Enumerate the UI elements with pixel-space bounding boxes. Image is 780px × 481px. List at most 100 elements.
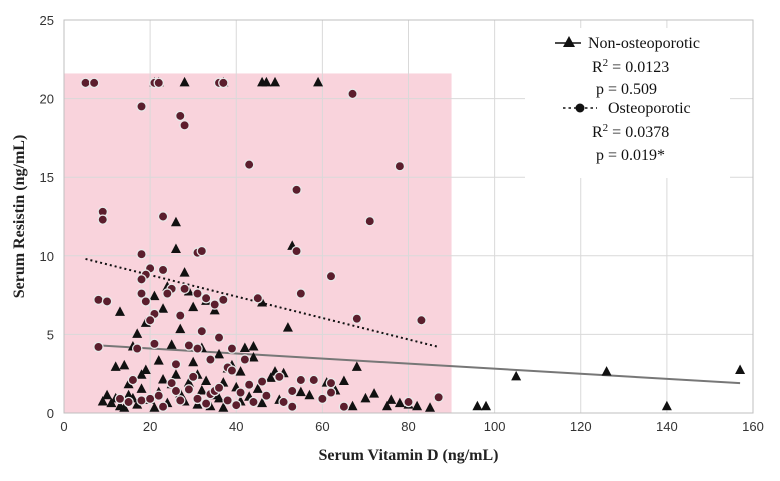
point-non-osteoporotic — [351, 361, 362, 371]
y-tick-label: 0 — [47, 406, 54, 421]
point-osteoporotic — [209, 299, 220, 310]
point-non-osteoporotic — [218, 402, 229, 412]
point-non-osteoporotic — [338, 375, 349, 386]
legend: Non-osteoporotic R2 = 0.0123 p = 0.509 O… — [525, 28, 730, 178]
point-osteoporotic — [93, 341, 104, 353]
point-osteoporotic — [218, 294, 229, 306]
point-non-osteoporotic — [136, 369, 147, 379]
point-non-osteoporotic — [149, 290, 160, 301]
y-tick-label: 25 — [40, 13, 54, 28]
point-non-osteoporotic — [601, 366, 612, 376]
point-non-osteoporotic — [170, 243, 181, 254]
point-non-osteoporotic — [360, 392, 371, 403]
point-non-osteoporotic — [102, 389, 113, 400]
point-osteoporotic — [351, 313, 363, 324]
point-non-osteoporotic — [386, 394, 397, 404]
point-osteoporotic — [131, 343, 143, 354]
point-non-osteoporotic — [110, 361, 121, 371]
point-osteoporotic — [153, 77, 164, 89]
point-non-osteoporotic — [511, 370, 522, 381]
point-osteoporotic — [136, 288, 147, 299]
point-osteoporotic — [295, 288, 307, 299]
legend-label-osteoporotic: Osteoporotic — [608, 100, 691, 117]
x-tick-label: 40 — [229, 419, 243, 434]
y-axis-title: Serum Resistin (ng/mL) — [11, 135, 28, 299]
point-osteoporotic — [114, 393, 126, 405]
point-osteoporotic — [308, 374, 320, 386]
point-osteoporotic — [97, 214, 109, 225]
point-osteoporotic — [80, 77, 91, 89]
point-non-osteoporotic — [119, 359, 130, 370]
point-osteoporotic — [93, 294, 104, 306]
point-osteoporotic — [179, 120, 190, 131]
point-osteoporotic — [170, 385, 182, 397]
point-osteoporotic — [183, 340, 195, 351]
point-osteoporotic — [175, 110, 186, 122]
point-osteoporotic — [157, 401, 169, 412]
point-osteoporotic — [162, 288, 173, 299]
point-osteoporotic — [286, 385, 298, 397]
point-osteoporotic — [127, 374, 139, 386]
highlight-region — [64, 73, 452, 413]
point-osteoporotic — [175, 310, 186, 321]
point-non-osteoporotic — [132, 328, 143, 338]
gridlines — [63, 19, 754, 414]
point-osteoporotic — [187, 371, 199, 383]
point-non-osteoporotic — [313, 76, 324, 87]
point-non-osteoporotic — [179, 267, 190, 277]
point-osteoporotic — [192, 393, 203, 405]
point-non-osteoporotic — [412, 400, 423, 411]
x-tick-label: 140 — [656, 419, 678, 434]
point-osteoporotic — [338, 401, 350, 412]
point-osteoporotic — [274, 371, 285, 383]
y-tick-label: 15 — [40, 170, 54, 185]
legend-background — [525, 28, 730, 178]
legend-marker-circle-icon — [575, 103, 585, 113]
point-non-osteoporotic — [304, 389, 315, 400]
legend-marker-triangle-icon — [563, 36, 575, 47]
point-osteoporotic — [144, 315, 156, 326]
legend-r2-osteoporotic: R2 = 0.0378 — [592, 122, 669, 141]
point-osteoporotic — [325, 270, 337, 282]
point-osteoporotic — [166, 377, 177, 389]
point-non-osteoporotic — [214, 348, 225, 359]
point-non-osteoporotic — [270, 76, 281, 87]
y-tick-label: 10 — [40, 249, 54, 264]
point-osteoporotic — [286, 401, 298, 412]
point-osteoporotic — [157, 264, 169, 276]
x-tick-label: 60 — [315, 419, 329, 434]
point-osteoporotic — [433, 392, 444, 403]
point-non-osteoporotic — [425, 402, 436, 412]
point-osteoporotic — [325, 387, 337, 398]
point-osteoporotic — [248, 396, 259, 408]
x-axis-title: Serum Vitamin D (ng/mL) — [319, 447, 499, 464]
point-osteoporotic — [175, 395, 186, 406]
point-non-osteoporotic — [369, 388, 380, 398]
point-non-osteoporotic — [158, 373, 169, 384]
point-osteoporotic — [218, 77, 229, 89]
point-osteoporotic — [243, 159, 255, 170]
x-tick-label: 80 — [401, 419, 415, 434]
point-osteoporotic — [291, 245, 302, 257]
point-osteoporotic — [196, 245, 208, 257]
point-non-osteoporotic — [472, 400, 483, 411]
point-non-osteoporotic — [282, 322, 293, 332]
point-osteoporotic — [252, 292, 264, 304]
tick-labels: 0 20 40 60 80 100 120 140 160 0 5 10 15 20 25 — [40, 13, 764, 434]
point-non-osteoporotic — [123, 378, 134, 389]
point-non-osteoporotic — [136, 383, 147, 393]
point-osteoporotic — [364, 215, 375, 227]
point-non-osteoporotic — [214, 392, 225, 403]
point-osteoporotic — [200, 398, 212, 409]
x-tick-label: 0 — [60, 419, 67, 434]
point-osteoporotic — [261, 390, 272, 401]
point-osteoporotic — [222, 395, 233, 406]
point-non-osteoporotic — [97, 395, 108, 406]
point-osteoporotic — [213, 332, 225, 343]
point-osteoporotic — [239, 354, 251, 365]
point-osteoporotic — [235, 387, 246, 398]
point-non-osteoporotic — [261, 76, 272, 87]
point-osteoporotic — [136, 101, 147, 112]
point-osteoporotic — [88, 77, 100, 89]
point-osteoporotic — [416, 315, 427, 326]
